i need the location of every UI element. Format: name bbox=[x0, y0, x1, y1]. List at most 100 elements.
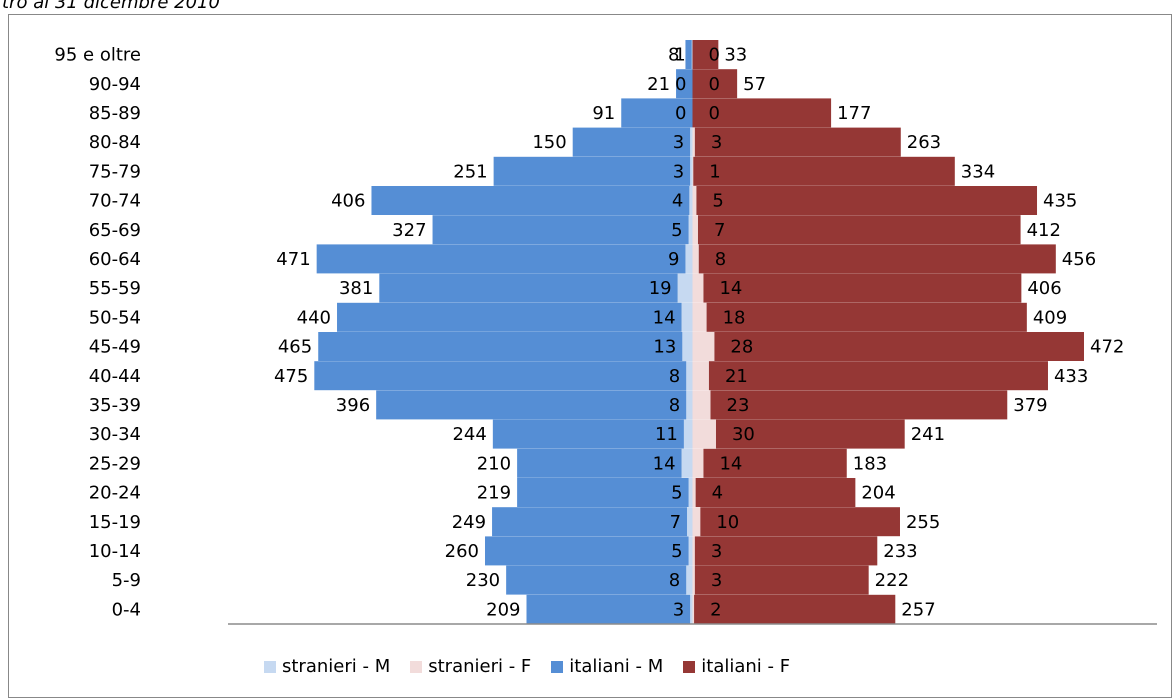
data-label-stranieri-m-25-29: 14 bbox=[653, 453, 676, 474]
data-label-stranieri-f-70-74: 5 bbox=[712, 191, 723, 212]
data-label-stranieri-m-30-34: 11 bbox=[655, 424, 678, 445]
bar-italiani-f-60-64 bbox=[698, 244, 1056, 274]
bar-italiani-m-45-49 bbox=[318, 332, 683, 361]
category-label-50-54: 50-54 bbox=[89, 307, 141, 328]
bar-italiani-m-70-74 bbox=[371, 186, 690, 215]
data-label-italiani-m-60-64: 471 bbox=[276, 249, 310, 270]
data-label-italiani-m-45-49: 465 bbox=[278, 337, 312, 358]
category-label-40-44: 40-44 bbox=[89, 366, 141, 387]
data-label-stranieri-f-5-9: 3 bbox=[711, 570, 722, 591]
data-label-italiani-m-50-54: 440 bbox=[297, 307, 331, 328]
bar-italiani-m-5-9 bbox=[506, 565, 687, 595]
bar-italiani-f-70-74 bbox=[696, 186, 1038, 215]
data-label-stranieri-f-20-24: 4 bbox=[712, 483, 723, 504]
bar-stranieri-f-70-74 bbox=[692, 186, 697, 215]
bar-italiani-f-80-84 bbox=[694, 127, 901, 157]
category-label-35-39: 35-39 bbox=[89, 395, 141, 416]
data-label-italiani-f-15-19: 255 bbox=[906, 512, 940, 533]
category-label-60-64: 60-64 bbox=[89, 249, 141, 270]
bar-stranieri-m-80-84 bbox=[690, 127, 693, 157]
bar-italiani-m-55-59 bbox=[379, 273, 678, 303]
data-label-italiani-f-75-79: 334 bbox=[961, 161, 995, 182]
data-label-italiani-m-90-94: 21 bbox=[647, 74, 670, 95]
bar-italiani-f-0-4 bbox=[694, 594, 896, 624]
category-label-65-69: 65-69 bbox=[89, 220, 141, 241]
data-label-stranieri-f-10-14: 3 bbox=[711, 541, 722, 562]
legend-swatch bbox=[410, 660, 423, 673]
bar-italiani-f-10-14 bbox=[694, 536, 878, 566]
data-label-italiani-m-10-14: 260 bbox=[445, 541, 479, 562]
bar-italiani-f-45-49 bbox=[714, 332, 1084, 361]
bar-italiani-m-10-14 bbox=[485, 536, 689, 566]
data-label-italiani-f-35-39: 379 bbox=[1013, 395, 1047, 416]
legend-label: italiani - M bbox=[569, 656, 664, 677]
bar-stranieri-m-5-9 bbox=[686, 565, 693, 595]
bar-stranieri-f-80-84 bbox=[692, 127, 695, 157]
bar-italiani-f-5-9 bbox=[694, 565, 869, 595]
data-label-italiani-m-5-9: 230 bbox=[466, 570, 500, 591]
chart-legend: stranieri - M stranieri - F italiani - M it… bbox=[264, 656, 810, 677]
data-label-stranieri-m-0-4: 3 bbox=[673, 599, 684, 620]
data-label-stranieri-f-55-59: 14 bbox=[719, 278, 742, 299]
data-label-italiani-m-30-34: 244 bbox=[452, 424, 486, 445]
data-label-italiani-f-5-9: 222 bbox=[875, 570, 909, 591]
category-label-90-94: 90-94 bbox=[89, 74, 141, 95]
bar-italiani-m-80-84 bbox=[572, 127, 691, 157]
data-label-italiani-m-75-79: 251 bbox=[453, 161, 487, 182]
data-label-italiani-m-25-29: 210 bbox=[477, 453, 511, 474]
bar-italiani-f-15-19 bbox=[700, 507, 900, 537]
data-label-italiani-f-60-64: 456 bbox=[1062, 249, 1096, 270]
bar-stranieri-m-0-4 bbox=[690, 594, 693, 624]
bar-italiani-m-75-79 bbox=[493, 156, 691, 186]
bar-italiani-m-85-89 bbox=[621, 98, 693, 128]
data-label-stranieri-f-35-39: 23 bbox=[727, 395, 750, 416]
data-label-stranieri-m-80-84: 3 bbox=[673, 132, 684, 153]
legend-label: stranieri - F bbox=[428, 656, 532, 677]
bar-italiani-f-25-29 bbox=[703, 448, 847, 478]
bar-stranieri-f-35-39 bbox=[692, 390, 711, 420]
bar-italiani-m-30-34 bbox=[492, 419, 684, 449]
data-label-italiani-f-25-29: 183 bbox=[853, 453, 887, 474]
bar-italiani-m-15-19 bbox=[492, 507, 688, 537]
data-label-stranieri-m-10-14: 5 bbox=[671, 541, 682, 562]
data-label-stranieri-f-85-89: 0 bbox=[709, 103, 720, 124]
bar-italiani-m-20-24 bbox=[517, 478, 689, 507]
bar-italiani-m-40-44 bbox=[314, 361, 687, 391]
data-label-stranieri-f-60-64: 8 bbox=[715, 249, 726, 270]
legend-item-italiani-m: italiani - M bbox=[551, 656, 663, 677]
bar-italiani-m-50-54 bbox=[337, 302, 682, 332]
bar-stranieri-f-55-59 bbox=[692, 273, 704, 303]
data-label-italiani-f-85-89: 177 bbox=[837, 103, 871, 124]
data-label-italiani-f-45-49: 472 bbox=[1090, 337, 1124, 358]
data-label-stranieri-m-20-24: 5 bbox=[671, 483, 682, 504]
data-label-stranieri-m-70-74: 4 bbox=[672, 191, 683, 212]
data-label-italiani-f-95-e-oltre: 33 bbox=[724, 45, 747, 66]
category-label-0-4: 0-4 bbox=[112, 599, 141, 620]
legend-swatch bbox=[264, 660, 276, 673]
data-label-stranieri-f-15-19: 10 bbox=[716, 512, 739, 533]
data-label-italiani-f-10-14: 233 bbox=[883, 541, 917, 562]
bar-stranieri-f-30-34 bbox=[692, 419, 716, 449]
bar-italiani-m-60-64 bbox=[316, 244, 686, 274]
data-label-italiani-m-55-59: 381 bbox=[339, 278, 373, 299]
category-label-95-e-oltre: 95 e oltre bbox=[54, 45, 141, 66]
data-label-stranieri-f-95-e-oltre: 0 bbox=[709, 45, 720, 66]
bar-italiani-f-50-54 bbox=[706, 302, 1027, 332]
category-label-30-34: 30-34 bbox=[89, 424, 141, 445]
data-label-stranieri-m-40-44: 8 bbox=[669, 366, 680, 387]
data-label-italiani-m-20-24: 219 bbox=[477, 483, 511, 504]
bar-stranieri-m-65-69 bbox=[688, 215, 693, 245]
data-label-stranieri-m-5-9: 8 bbox=[669, 570, 680, 591]
data-label-stranieri-m-60-64: 9 bbox=[668, 249, 679, 270]
bar-italiani-m-0-4 bbox=[526, 594, 691, 624]
category-label-75-79: 75-79 bbox=[89, 161, 141, 182]
bar-stranieri-f-5-9 bbox=[692, 565, 695, 595]
legend-item-stranieri-f: stranieri - F bbox=[410, 656, 531, 677]
bar-stranieri-m-75-79 bbox=[690, 156, 693, 186]
bar-stranieri-f-65-69 bbox=[692, 215, 698, 245]
bar-italiani-m-25-29 bbox=[517, 448, 682, 478]
data-label-italiani-m-85-89: 91 bbox=[592, 103, 615, 124]
bar-italiani-m-65-69 bbox=[432, 215, 689, 245]
data-label-stranieri-m-90-94: 0 bbox=[675, 74, 686, 95]
